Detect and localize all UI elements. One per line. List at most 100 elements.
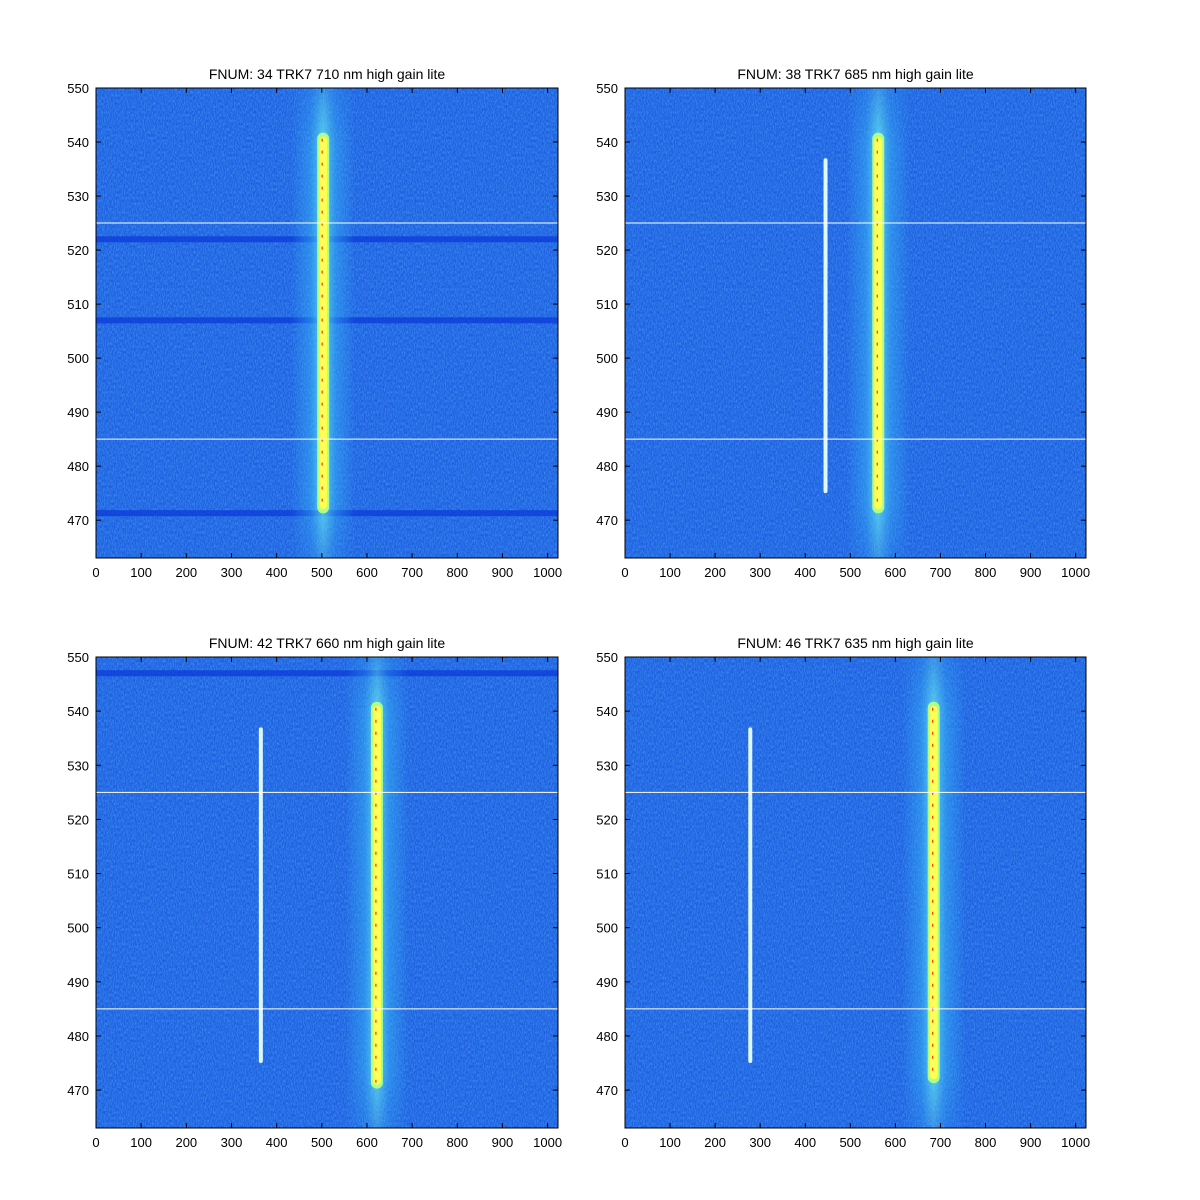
y-tick-label: 510 <box>596 297 618 312</box>
x-tick-label: 400 <box>794 565 816 580</box>
y-tick-label: 490 <box>67 405 89 420</box>
x-tick-label: 0 <box>92 1135 99 1150</box>
bright-spectral-line <box>874 136 883 510</box>
y-tick-label: 530 <box>67 189 89 204</box>
y-tick-label: 550 <box>67 650 89 665</box>
x-tick-label: 100 <box>659 565 681 580</box>
y-tick-label: 500 <box>596 921 618 936</box>
x-axis: 0 100 200 300 400 500 600 700 800 900 1000 <box>621 88 1090 580</box>
x-tick-label: 1000 <box>1061 565 1090 580</box>
y-tick-label: 550 <box>596 81 618 96</box>
y-tick-label: 510 <box>67 867 89 882</box>
x-tick-label: 200 <box>175 1135 197 1150</box>
chart-title: FNUM: 46 TRK7 635 nm high gain lite <box>737 635 974 651</box>
x-tick-label: 1000 <box>533 1135 562 1150</box>
x-tick-label: 600 <box>885 1135 907 1150</box>
y-tick-label: 470 <box>596 1083 618 1098</box>
x-tick-label: 800 <box>975 565 997 580</box>
x-tick-label: 200 <box>704 1135 726 1150</box>
y-tick-label: 540 <box>596 135 618 150</box>
x-tick-label: 200 <box>704 565 726 580</box>
plot-area <box>625 657 1086 1128</box>
x-tick-label: 100 <box>130 1135 152 1150</box>
y-tick-label: 520 <box>67 812 89 827</box>
chart-title: FNUM: 38 TRK7 685 nm high gain lite <box>737 66 974 82</box>
y-tick-label: 470 <box>67 1083 89 1098</box>
dark-band <box>96 670 558 677</box>
faint-spectral-line <box>748 727 753 1064</box>
x-tick-label: 500 <box>839 1135 861 1150</box>
x-tick-label: 300 <box>749 565 771 580</box>
panel-3: 0 100 200 300 400 500 600 700 800 900 1000 470 480 49… <box>67 635 562 1150</box>
y-tick-label: 510 <box>596 867 618 882</box>
y-tick-label: 540 <box>67 135 89 150</box>
plot-area <box>625 88 1086 558</box>
y-tick-label: 540 <box>67 704 89 719</box>
x-tick-label: 800 <box>446 565 468 580</box>
x-tick-label: 500 <box>311 1135 333 1150</box>
y-tick-label: 550 <box>67 81 89 96</box>
y-tick-label: 470 <box>67 513 89 528</box>
x-tick-label: 300 <box>221 1135 243 1150</box>
x-tick-label: 200 <box>175 565 197 580</box>
x-tick-label: 600 <box>885 565 907 580</box>
y-tick-label: 530 <box>596 189 618 204</box>
x-tick-label: 400 <box>266 1135 288 1150</box>
y-axis: 470 480 490 500 510 520 530 540 550 <box>596 650 1086 1098</box>
bright-spectral-line <box>929 705 938 1080</box>
x-tick-label: 900 <box>492 565 514 580</box>
x-tick-label: 0 <box>621 1135 628 1150</box>
y-tick-label: 500 <box>596 351 618 366</box>
x-tick-label: 900 <box>492 1135 514 1150</box>
y-tick-label: 510 <box>67 297 89 312</box>
y-tick-label: 530 <box>67 758 89 773</box>
faint-spectral-line <box>258 727 263 1064</box>
x-tick-label: 400 <box>794 1135 816 1150</box>
x-axis: 0 100 200 300 400 500 600 700 800 900 1000 <box>92 657 562 1150</box>
y-tick-label: 490 <box>596 405 618 420</box>
x-tick-label: 400 <box>266 565 288 580</box>
y-tick-label: 540 <box>596 704 618 719</box>
x-tick-label: 900 <box>1020 565 1042 580</box>
x-axis: 0 100 200 300 400 500 600 700 800 900 1000 <box>621 657 1090 1150</box>
y-tick-label: 480 <box>67 459 89 474</box>
x-tick-label: 1000 <box>1061 1135 1090 1150</box>
faint-spectral-line <box>823 158 828 494</box>
heatmap-noise <box>625 657 1086 1128</box>
x-tick-label: 500 <box>311 565 333 580</box>
x-tick-label: 700 <box>401 565 423 580</box>
bright-spectral-line <box>319 136 328 510</box>
y-axis: 470 480 490 500 510 520 530 540 550 <box>67 650 558 1098</box>
heatmap-noise <box>96 657 558 1128</box>
y-tick-label: 500 <box>67 351 89 366</box>
y-tick-label: 500 <box>67 921 89 936</box>
panel-1: 0 100 200 300 400 500 600 700 800 900 1000 470 480 49… <box>67 66 562 580</box>
axes-box <box>624 87 1087 559</box>
x-tick-label: 700 <box>930 1135 952 1150</box>
bright-spectral-line <box>372 705 381 1085</box>
panel-4: 0 100 200 300 400 500 600 700 800 900 1000 470 480 49… <box>596 635 1090 1150</box>
chart-title: FNUM: 42 TRK7 660 nm high gain lite <box>209 635 446 651</box>
y-tick-label: 480 <box>596 459 618 474</box>
x-tick-label: 800 <box>446 1135 468 1150</box>
y-tick-label: 520 <box>67 243 89 258</box>
chart-title: FNUM: 34 TRK7 710 nm high gain lite <box>209 66 446 82</box>
y-tick-label: 520 <box>596 243 618 258</box>
y-tick-label: 470 <box>596 513 618 528</box>
axes-box <box>95 87 559 559</box>
x-tick-label: 700 <box>930 565 952 580</box>
x-tick-label: 100 <box>659 1135 681 1150</box>
axes-box <box>95 656 559 1129</box>
axes-box <box>624 656 1087 1129</box>
panel-2: 0 100 200 300 400 500 600 700 800 900 1000 470 480 49… <box>596 66 1090 580</box>
x-tick-label: 100 <box>130 565 152 580</box>
x-tick-label: 300 <box>749 1135 771 1150</box>
y-tick-label: 520 <box>596 812 618 827</box>
x-tick-label: 300 <box>221 565 243 580</box>
y-axis: 470 480 490 500 510 520 530 540 550 <box>67 81 558 528</box>
x-tick-label: 500 <box>839 565 861 580</box>
plot-area <box>96 88 558 558</box>
x-tick-label: 700 <box>401 1135 423 1150</box>
x-tick-label: 1000 <box>533 565 562 580</box>
x-tick-label: 600 <box>356 1135 378 1150</box>
